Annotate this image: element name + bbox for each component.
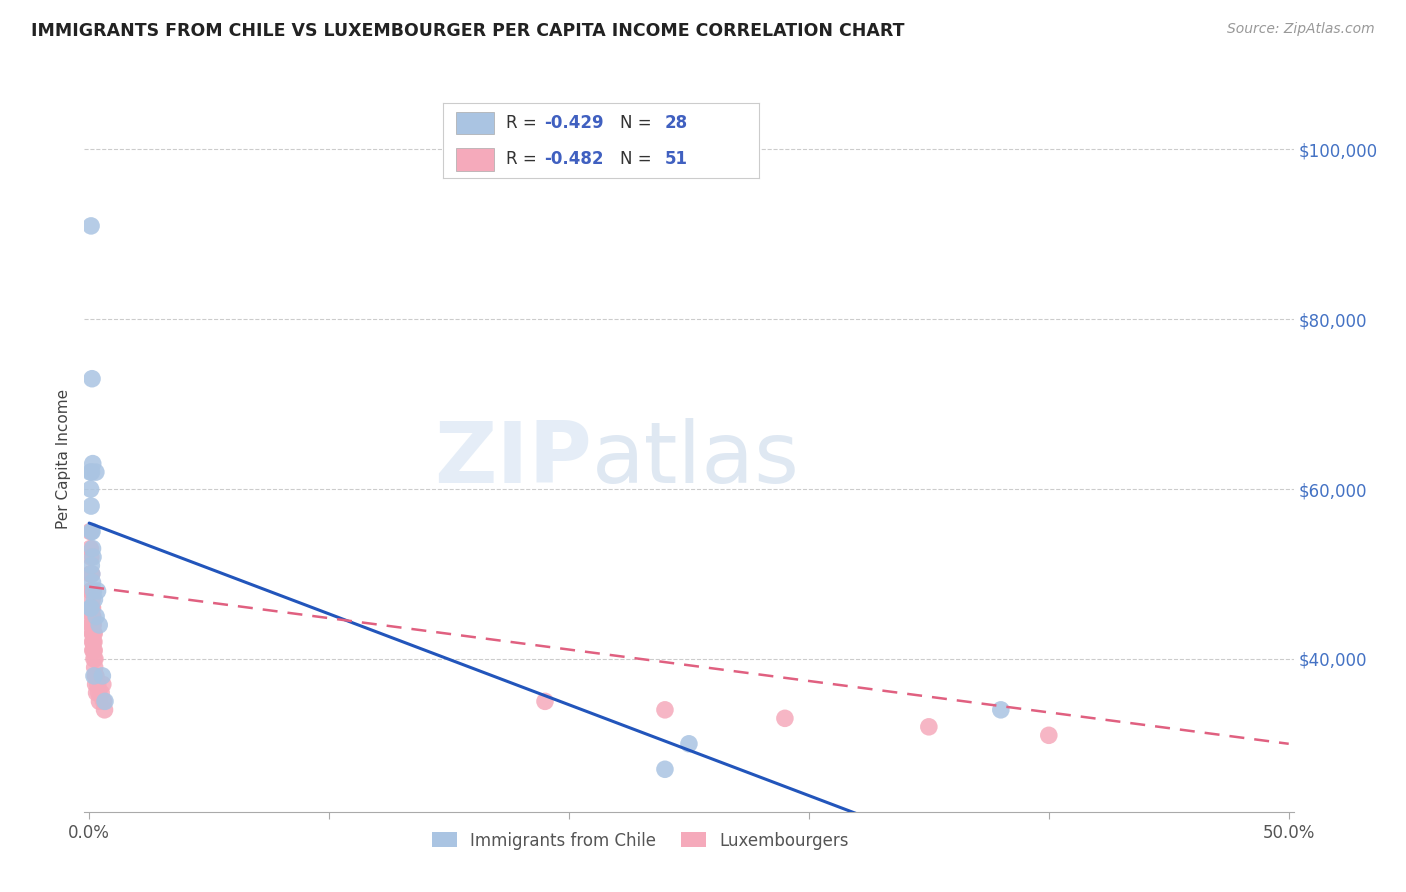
Point <box>83 626 105 640</box>
Text: -0.429: -0.429 <box>544 114 603 132</box>
Point <box>84 677 107 691</box>
Legend: Immigrants from Chile, Luxembourgers: Immigrants from Chile, Luxembourgers <box>426 825 856 856</box>
Point <box>80 566 103 581</box>
Point <box>82 609 104 624</box>
Point <box>82 643 104 657</box>
Point <box>87 677 110 691</box>
Point <box>678 737 700 751</box>
Point <box>80 566 103 581</box>
Point <box>80 601 103 615</box>
Point <box>80 372 103 386</box>
Point <box>84 609 107 624</box>
FancyBboxPatch shape <box>456 148 494 171</box>
Text: 28: 28 <box>665 114 688 132</box>
Point <box>80 618 103 632</box>
Point <box>1038 728 1060 742</box>
Point <box>82 592 104 607</box>
Point <box>80 601 103 615</box>
Text: -0.482: -0.482 <box>544 151 603 169</box>
Point <box>80 549 103 564</box>
Point <box>83 643 105 657</box>
Point <box>80 558 103 573</box>
Point <box>79 465 101 479</box>
Point <box>80 618 103 632</box>
Point <box>80 524 103 539</box>
Point <box>80 584 103 599</box>
Point <box>91 677 114 691</box>
Point <box>90 686 112 700</box>
FancyBboxPatch shape <box>456 112 494 135</box>
Point <box>82 635 104 649</box>
Point <box>82 584 104 599</box>
Point <box>534 694 557 708</box>
Point <box>82 618 104 632</box>
Point <box>82 643 104 657</box>
Point <box>82 626 104 640</box>
Point <box>84 669 107 683</box>
Point <box>93 703 115 717</box>
Point <box>84 465 107 479</box>
Text: R =: R = <box>506 114 543 132</box>
Text: N =: N = <box>620 114 657 132</box>
Point <box>654 762 676 776</box>
Point <box>80 566 103 581</box>
Point <box>82 575 104 590</box>
Point <box>80 465 103 479</box>
Text: R =: R = <box>506 151 543 169</box>
Point <box>80 584 103 599</box>
Point <box>83 660 105 674</box>
Point <box>79 524 101 539</box>
Point <box>79 566 101 581</box>
Point <box>80 601 103 615</box>
Point <box>80 584 103 599</box>
Text: ZIP: ZIP <box>434 417 592 501</box>
Text: atlas: atlas <box>592 417 800 501</box>
Point <box>80 219 103 233</box>
Point <box>80 584 103 599</box>
Point <box>83 652 105 666</box>
Point <box>82 626 104 640</box>
Point <box>79 601 101 615</box>
Point <box>918 720 941 734</box>
Text: IMMIGRANTS FROM CHILE VS LUXEMBOURGER PER CAPITA INCOME CORRELATION CHART: IMMIGRANTS FROM CHILE VS LUXEMBOURGER PE… <box>31 22 904 40</box>
Point <box>773 711 796 725</box>
Point <box>83 635 105 649</box>
Point <box>89 618 111 632</box>
Text: Source: ZipAtlas.com: Source: ZipAtlas.com <box>1227 22 1375 37</box>
Point <box>82 549 104 564</box>
Point <box>654 703 676 717</box>
Point <box>83 669 105 683</box>
Point <box>89 694 111 708</box>
Point <box>80 499 103 513</box>
Point <box>79 482 101 496</box>
Point <box>79 541 101 556</box>
Point <box>86 584 108 599</box>
Point <box>80 524 103 539</box>
Point <box>94 694 117 708</box>
Point <box>82 635 104 649</box>
Point <box>990 703 1012 717</box>
Point <box>80 566 103 581</box>
Point <box>80 601 103 615</box>
Point <box>82 609 104 624</box>
Point <box>86 686 108 700</box>
Point <box>87 686 110 700</box>
Point <box>84 669 107 683</box>
Point <box>84 652 107 666</box>
Y-axis label: Per Capita Income: Per Capita Income <box>56 389 72 530</box>
Point <box>91 669 114 683</box>
Text: 51: 51 <box>665 151 688 169</box>
Point <box>83 592 105 607</box>
Text: N =: N = <box>620 151 657 169</box>
Point <box>82 618 104 632</box>
Point <box>82 541 104 556</box>
Point <box>82 626 104 640</box>
Point <box>82 457 104 471</box>
Point <box>93 694 115 708</box>
Point <box>82 601 104 615</box>
